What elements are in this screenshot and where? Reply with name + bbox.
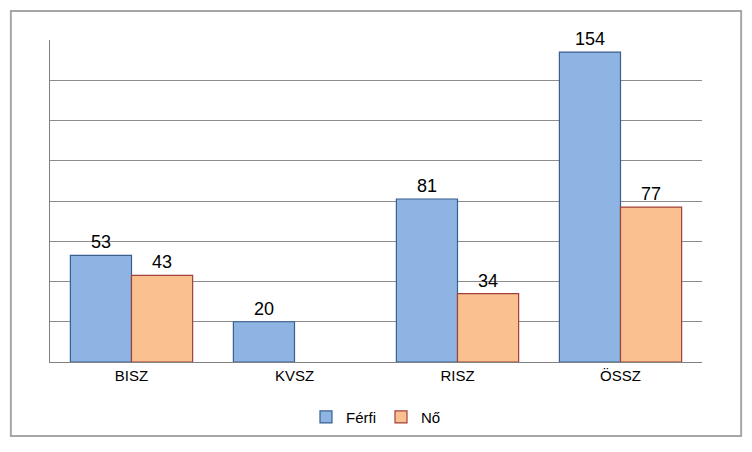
svg-text:81: 81 [417, 176, 437, 196]
svg-text:53: 53 [91, 232, 111, 252]
svg-text:Nő: Nő [421, 409, 440, 426]
svg-text:77: 77 [641, 184, 661, 204]
svg-text:34: 34 [478, 271, 498, 291]
svg-text:Férfi: Férfi [346, 409, 376, 426]
svg-text:RISZ: RISZ [440, 367, 474, 384]
svg-text:BISZ: BISZ [115, 367, 148, 384]
svg-text:43: 43 [152, 252, 172, 272]
svg-text:154: 154 [575, 29, 605, 49]
svg-text:KVSZ: KVSZ [275, 367, 314, 384]
svg-text:20: 20 [254, 299, 274, 319]
svg-text:ÖSSZ: ÖSSZ [600, 367, 641, 384]
